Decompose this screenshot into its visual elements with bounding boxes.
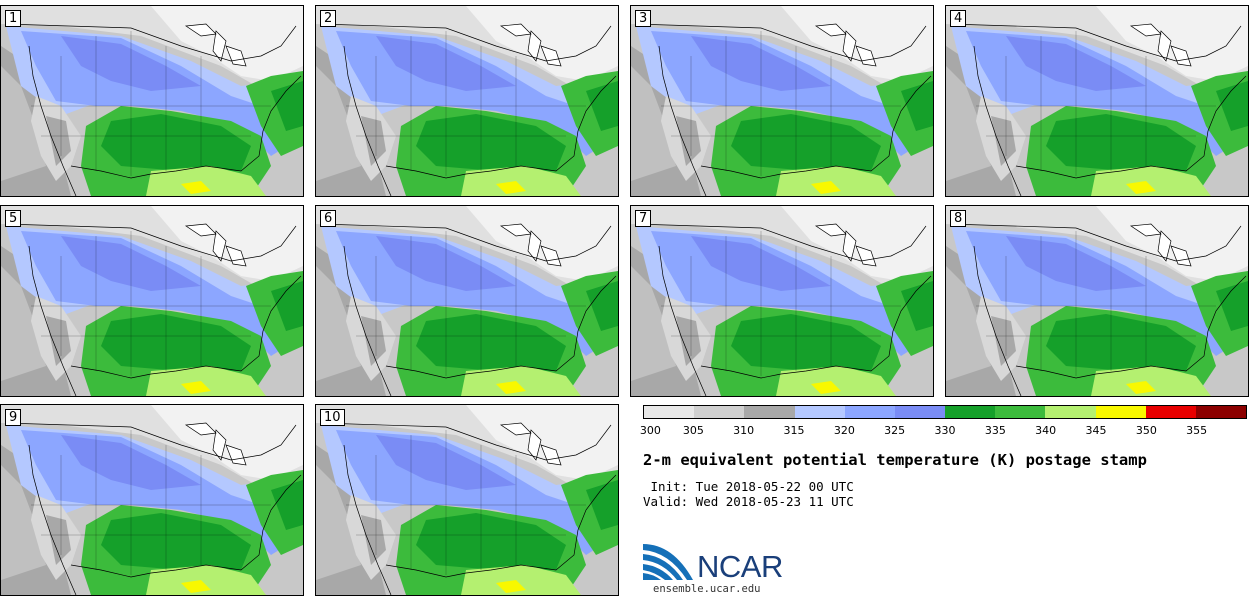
colorbar-tick-335: 335 <box>984 424 1006 437</box>
map-image <box>946 6 1248 196</box>
init-time: Init: Tue 2018-05-22 00 UTC <box>643 479 854 494</box>
map-panel-3: 3 <box>630 5 934 197</box>
panel-label: 9 <box>5 409 22 426</box>
site-url: ensemble.ucar.edu <box>653 583 761 595</box>
colorbar-tick-310: 310 <box>733 424 755 437</box>
panel-label: 8 <box>950 210 967 227</box>
page-title: 2-m equivalent potential temperature (K)… <box>643 451 1147 469</box>
map-image <box>316 6 618 196</box>
colorbar-segment-5 <box>894 406 946 418</box>
colorbar-tick-320: 320 <box>833 424 855 437</box>
map-panel-8: 8 <box>945 205 1249 397</box>
panel-label: 7 <box>635 210 652 227</box>
colorbar-segment-11 <box>1195 406 1247 418</box>
colorbar-segment-8 <box>1045 406 1096 418</box>
panel-label: 6 <box>320 210 337 227</box>
colorbar-ticks: 300 305 310 315 320 325 330 335 340 345 350 355 <box>639 424 1247 440</box>
colorbar <box>643 405 1247 419</box>
colorbar-tick-315: 315 <box>783 424 805 437</box>
panel-label: 1 <box>5 10 22 27</box>
colorbar-tick-305: 305 <box>682 424 704 437</box>
colorbar-tick-300: 300 <box>639 424 661 437</box>
map-panel-1: 1 <box>0 5 304 197</box>
valid-time: Valid: Wed 2018-05-23 11 UTC <box>643 494 854 509</box>
map-panel-7: 7 <box>630 205 934 397</box>
map-panel-2: 2 <box>315 5 619 197</box>
colorbar-tick-350: 350 <box>1135 424 1157 437</box>
logo-text: NCAR <box>697 549 783 584</box>
map-image <box>1 405 303 595</box>
panel-label: 3 <box>635 10 652 27</box>
map-image <box>631 206 933 396</box>
colorbar-segment-4 <box>844 406 895 418</box>
colorbar-segment-0 <box>644 406 695 418</box>
map-panel-10: 10 <box>315 404 619 596</box>
colorbar-tick-330: 330 <box>934 424 956 437</box>
map-image <box>316 206 618 396</box>
map-panel-6: 6 <box>315 205 619 397</box>
colorbar-segment-7 <box>995 406 1046 418</box>
colorbar-tick-345: 345 <box>1085 424 1107 437</box>
map-panel-4: 4 <box>945 5 1249 197</box>
ncar-logo-icon <box>643 544 693 580</box>
panel-label: 5 <box>5 210 22 227</box>
colorbar-segment-2 <box>744 406 795 418</box>
map-image <box>631 6 933 196</box>
map-image <box>1 6 303 196</box>
panel-label: 10 <box>320 409 345 426</box>
panel-label: 4 <box>950 10 967 27</box>
map-image <box>946 206 1248 396</box>
colorbar-tick-325: 325 <box>884 424 906 437</box>
colorbar-segment-1 <box>694 406 745 418</box>
panel-label: 2 <box>320 10 337 27</box>
colorbar-segment-3 <box>794 406 845 418</box>
map-image <box>316 405 618 595</box>
colorbar-segment-9 <box>1095 406 1146 418</box>
colorbar-segment-10 <box>1145 406 1196 418</box>
map-image <box>1 206 303 396</box>
map-panel-5: 5 <box>0 205 304 397</box>
colorbar-tick-340: 340 <box>1035 424 1057 437</box>
map-panel-9: 9 <box>0 404 304 596</box>
colorbar-segment-6 <box>945 406 996 418</box>
colorbar-tick-355: 355 <box>1186 424 1208 437</box>
